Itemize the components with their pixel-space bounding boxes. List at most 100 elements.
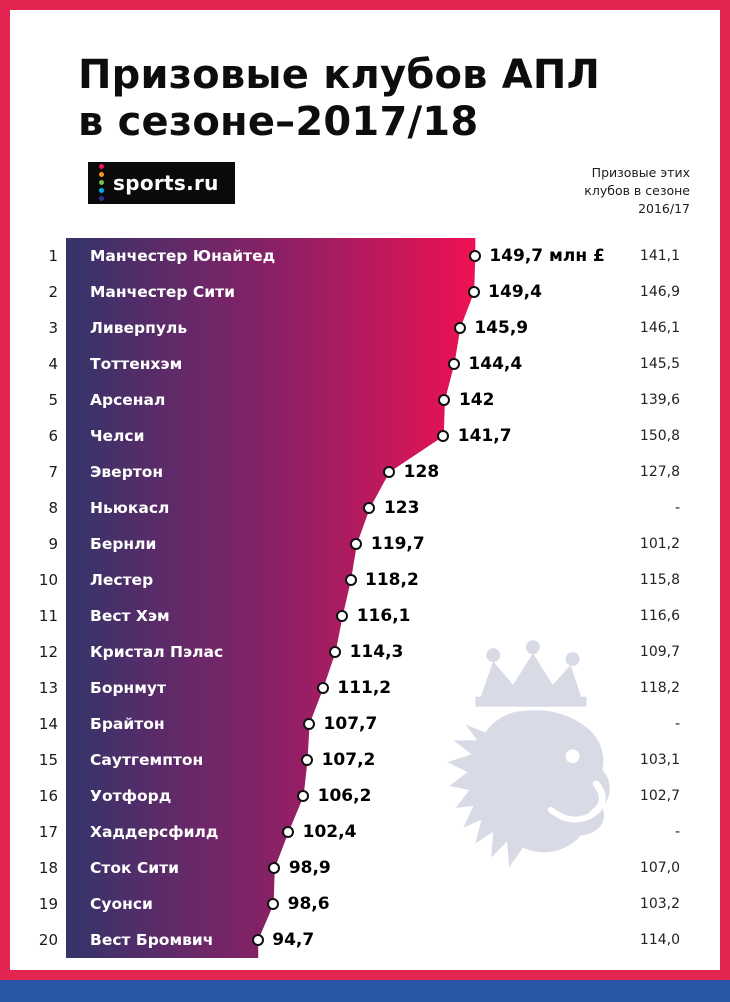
value-label: 123 [383, 497, 420, 518]
prev-season-value: 115,8 [639, 571, 680, 588]
prev-season-note: Призовые этих клубов в сезоне 2016/17 [584, 164, 690, 218]
prev-season-value: 114,0 [639, 931, 680, 948]
value-label: 107,2 [321, 749, 376, 770]
rank-label: 4 [48, 354, 58, 373]
logo-dot [99, 188, 104, 194]
value-label: 142 [458, 389, 495, 410]
club-name: Хаддерсфилд [90, 822, 219, 841]
prize-bar [66, 525, 364, 562]
rank-label: 8 [48, 498, 58, 517]
chart-row: 13 Борнмут 111,2 118,2 [10, 669, 720, 706]
logo-dots-icon [99, 164, 104, 202]
data-point-marker [329, 645, 342, 658]
value-label: 116,1 [356, 605, 411, 626]
bar-area: Саутгемптон 107,2 [66, 741, 600, 778]
value-label: 144,4 [468, 353, 523, 374]
rank-label: 15 [38, 750, 58, 769]
data-point-marker [363, 501, 376, 514]
chart-row: 18 Сток Сити 98,9 107,0 [10, 849, 720, 886]
prize-bar [66, 489, 380, 526]
rank-label: 10 [38, 570, 58, 589]
data-point-marker [282, 825, 295, 838]
bar-area: Кристал Пэлас 114,3 [66, 633, 600, 670]
page-frame: Призовые клубов АПЛ в сезоне–2017/18 spo… [0, 0, 730, 980]
prize-bar [66, 813, 297, 850]
chart-row: 2 Манчестер Сити 149,4 146,9 [10, 273, 720, 310]
data-point-marker [453, 321, 466, 334]
page-title-line1: Призовые клубов АПЛ [78, 52, 601, 98]
prev-season-value: 139,6 [639, 391, 680, 408]
rank-label: 17 [38, 822, 58, 841]
sports-ru-logo: sports.ru [88, 161, 235, 204]
chart-row: 11 Вест Хэм 116,1 116,6 [10, 597, 720, 634]
chart-row: 20 Вест Бромвич 94,7 114,0 [10, 921, 720, 958]
data-point-marker [344, 573, 357, 586]
data-point-marker [467, 285, 480, 298]
chart-row: 12 Кристал Пэлас 114,3 109,7 [10, 633, 720, 670]
prev-season-value: - [674, 715, 680, 732]
value-label: 118,2 [365, 569, 419, 590]
rank-label: 16 [38, 786, 58, 805]
prev-season-value: 116,6 [639, 607, 680, 624]
prev-season-value: 107,0 [639, 859, 680, 876]
club-name: Вест Хэм [90, 606, 170, 625]
value-label: 98,6 [287, 893, 330, 914]
value-label: 149,7 млн £ [489, 245, 605, 266]
club-name: Кристал Пэлас [90, 642, 224, 661]
chart-row: 15 Саутгемптон 107,2 103,1 [10, 741, 720, 778]
value-label: 111,2 [337, 677, 392, 698]
club-name: Арсенал [90, 390, 166, 409]
club-name: Манчестер Сити [90, 282, 236, 301]
logo-dot [99, 180, 104, 186]
data-point-marker [437, 429, 450, 442]
infographic-canvas: Призовые клубов АПЛ в сезоне–2017/18 spo… [10, 10, 720, 970]
chart-row: 10 Лестер 118,2 115,8 [10, 561, 720, 598]
prize-bar [66, 777, 306, 814]
prize-bar [66, 921, 266, 958]
chart-row: 1 Манчестер Юнайтед 149,7 млн £ 141,1 [10, 237, 720, 274]
rank-label: 12 [38, 642, 58, 661]
club-name: Сток Сити [90, 858, 180, 877]
bar-area: Вест Бромвич 94,7 [66, 921, 600, 958]
bar-area: Бернли 119,7 [66, 525, 600, 562]
bar-area: Тоттенхэм 144,4 [66, 345, 600, 382]
data-point-marker [350, 537, 363, 550]
bar-area: Эвертон 128 [66, 453, 600, 490]
data-point-marker [468, 249, 481, 262]
club-name: Саутгемптон [90, 750, 204, 769]
bar-area: Манчестер Юнайтед 149,7 млн £ [66, 237, 605, 274]
rank-label: 19 [38, 894, 58, 913]
bar-area: Арсенал 142 [66, 381, 600, 418]
prize-bar [66, 561, 354, 598]
bottom-blue-bar [0, 980, 730, 1002]
bar-area: Уотфорд 106,2 [66, 777, 600, 814]
club-name: Лестер [90, 570, 154, 589]
value-label: 119,7 [370, 533, 425, 554]
data-point-marker [336, 609, 349, 622]
bar-area: Ливерпуль 145,9 [66, 309, 600, 346]
prize-bar [66, 849, 282, 886]
club-name: Эвертон [90, 462, 164, 481]
bar-area: Сток Сити 98,9 [66, 849, 600, 886]
bar-area: Суонси 98,6 [66, 885, 600, 922]
prev-season-note-line: клубов в сезоне [584, 182, 690, 198]
prize-bar [66, 597, 347, 634]
club-name: Суонси [90, 894, 153, 913]
prev-season-value: - [674, 499, 680, 516]
bar-area: Вест Хэм 116,1 [66, 597, 600, 634]
club-name: Челси [90, 426, 145, 445]
value-label: 114,3 [349, 641, 404, 662]
prev-season-note-line: Призовые этих [591, 164, 690, 180]
rank-label: 2 [48, 282, 58, 301]
chart-row: 17 Хаддерсфилд 102,4 - [10, 813, 720, 850]
club-name: Борнмут [90, 678, 167, 697]
prize-bar [66, 885, 275, 922]
chart-row: 4 Тоттенхэм 144,4 145,5 [10, 345, 720, 382]
rank-label: 5 [48, 390, 58, 409]
rank-label: 3 [48, 318, 58, 337]
club-name: Уотфорд [90, 786, 172, 805]
prev-season-value: 141,1 [639, 247, 680, 264]
data-point-marker [268, 861, 281, 874]
logo-text: sports.ru [113, 170, 219, 195]
data-point-marker [438, 393, 451, 406]
